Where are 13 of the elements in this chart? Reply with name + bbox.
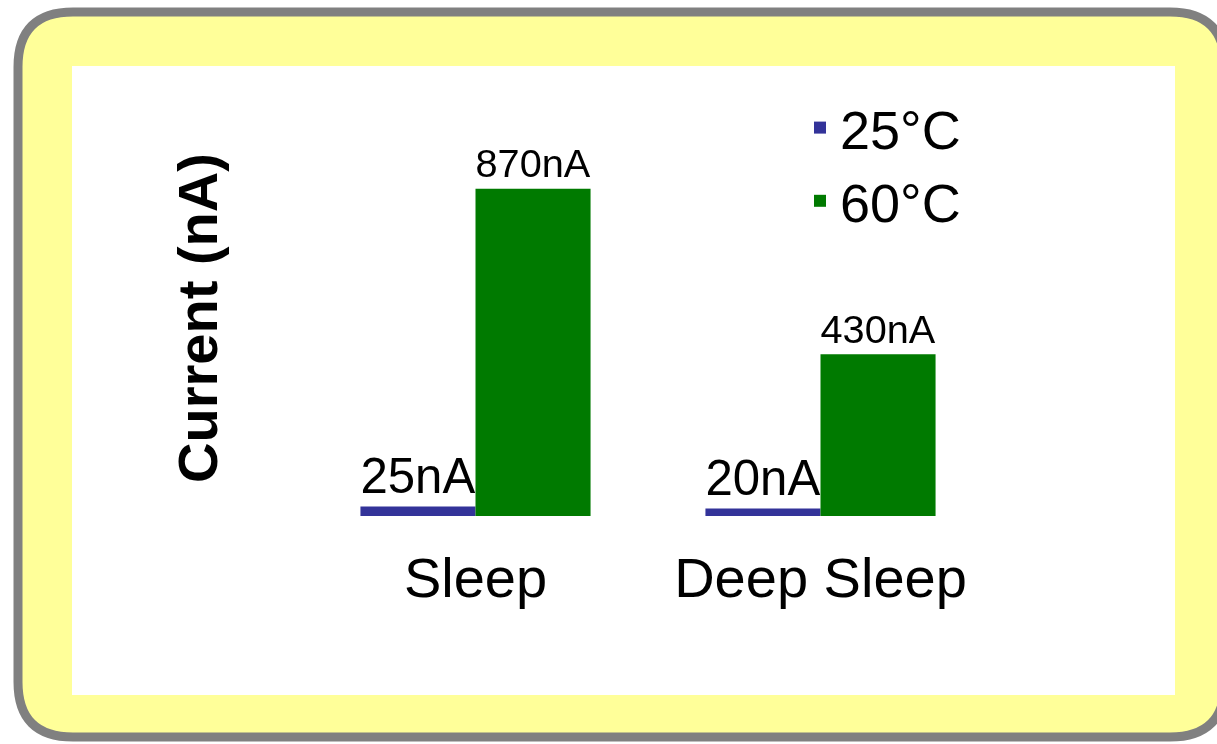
data-label: 430nA [820,306,936,351]
x-tick-label: Deep Sleep [674,546,967,609]
data-label: 25nA [360,449,476,504]
legend-label: 25°C [840,99,961,160]
bar [360,506,476,516]
data-label: 870nA [475,141,591,186]
bar [475,188,591,516]
data-label: 20nA [705,451,821,506]
bar [705,508,821,516]
legend-label: 60°C [840,172,961,233]
bar [820,354,936,516]
y-axis-title: Current (nA) [165,153,229,483]
x-tick-label: Sleep [403,546,548,609]
